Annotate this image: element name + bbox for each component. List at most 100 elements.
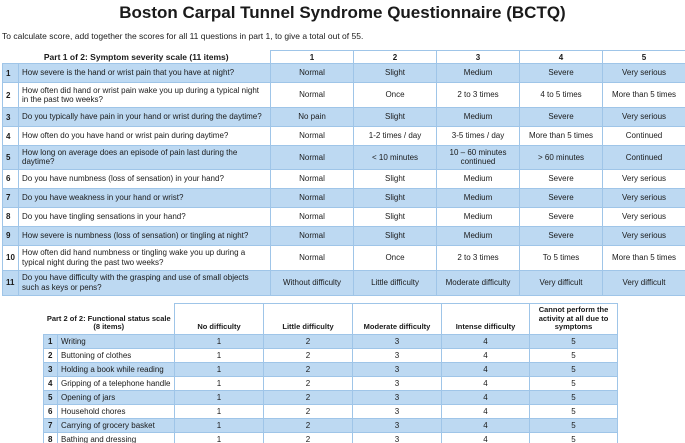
row-number: 3 bbox=[2, 107, 19, 127]
option-cell: Normal bbox=[270, 206, 355, 227]
option-cell: Without difficulty bbox=[270, 269, 355, 296]
score-cell: 2 bbox=[263, 361, 353, 377]
option-cell: Very difficult bbox=[519, 269, 604, 296]
symptom-table-row: 5 How long on average does an episode of… bbox=[2, 145, 685, 170]
part2-column-header-1: No difficulty bbox=[174, 302, 264, 335]
score-cell: 1 bbox=[174, 347, 264, 363]
row-number: 2 bbox=[2, 82, 19, 108]
row-number: 11 bbox=[2, 269, 19, 296]
option-cell: Normal bbox=[270, 82, 355, 108]
option-cell: Continued bbox=[602, 145, 685, 170]
option-cell: Moderate difficulty bbox=[436, 269, 521, 296]
row-activity: Household chores bbox=[57, 403, 175, 419]
row-number: 10 bbox=[2, 244, 19, 271]
score-cell: 3 bbox=[352, 375, 442, 391]
page-title: Boston Carpal Tunnel Syndrome Questionna… bbox=[119, 3, 566, 22]
score-cell: 3 bbox=[352, 417, 442, 433]
option-cell: 1-2 times / day bbox=[353, 126, 438, 146]
row-number: 6 bbox=[43, 403, 58, 419]
option-cell: To 5 times bbox=[519, 244, 604, 271]
option-cell: > 60 minutes bbox=[519, 145, 604, 170]
row-question: Do you typically have pain in your hand … bbox=[17, 107, 272, 127]
row-question: Do you have weakness in your hand or wri… bbox=[17, 187, 272, 208]
symptom-table-row: 8 Do you have tingling sensations in you… bbox=[2, 206, 685, 227]
part1-body: Part 1 of 2: Symptom severity scale (11 … bbox=[2, 50, 685, 296]
option-cell: Once bbox=[353, 82, 438, 108]
option-cell: Normal bbox=[270, 187, 355, 208]
option-cell: Normal bbox=[270, 63, 355, 83]
part2-header-row: Part 2 of 2: Functional status scale (8 … bbox=[43, 302, 618, 335]
option-cell: Severe bbox=[519, 206, 604, 227]
score-cell: 4 bbox=[441, 431, 530, 443]
score-cell: 2 bbox=[263, 389, 353, 405]
row-activity: Bathing and dressing bbox=[57, 431, 175, 443]
part1-header-row: Part 1 of 2: Symptom severity scale (11 … bbox=[2, 50, 685, 64]
row-number: 4 bbox=[2, 126, 19, 146]
option-cell: < 10 minutes bbox=[353, 145, 438, 170]
part2-column-header-3: Moderate difficulty bbox=[352, 302, 442, 335]
part1-column-header-4: 4 bbox=[519, 50, 604, 64]
row-question: Do you have tingling sensations in your … bbox=[17, 206, 272, 227]
row-number: 5 bbox=[43, 389, 58, 405]
score-cell: 2 bbox=[263, 347, 353, 363]
symptom-table-row: 10 How often did hand numbness or tingli… bbox=[2, 244, 685, 271]
part1-column-header-5: 5 bbox=[602, 50, 685, 64]
score-cell: 5 bbox=[529, 403, 618, 419]
option-cell: Very serious bbox=[602, 225, 685, 246]
scoring-instructions: To calculate score, add together the sco… bbox=[2, 31, 364, 41]
option-cell: Severe bbox=[519, 187, 604, 208]
score-cell: 5 bbox=[529, 333, 618, 349]
row-number: 8 bbox=[43, 431, 58, 443]
score-cell: 3 bbox=[352, 389, 442, 405]
option-cell: Normal bbox=[270, 244, 355, 271]
score-cell: 3 bbox=[352, 431, 442, 443]
option-cell: Very serious bbox=[602, 168, 685, 189]
score-cell: 4 bbox=[441, 333, 530, 349]
row-activity: Gripping of a telephone handle bbox=[57, 375, 175, 391]
row-number: 5 bbox=[2, 145, 19, 170]
row-number: 3 bbox=[43, 361, 58, 377]
symptom-table-row: 7 Do you have weakness in your hand or w… bbox=[2, 187, 685, 208]
row-question: How severe is the hand or wrist pain tha… bbox=[17, 63, 272, 83]
option-cell: More than 5 times bbox=[602, 244, 685, 271]
score-cell: 2 bbox=[263, 431, 353, 443]
row-question: Do you have numbness (loss of sensation)… bbox=[17, 168, 272, 189]
row-number: 1 bbox=[43, 333, 58, 349]
option-cell: Slight bbox=[353, 206, 438, 227]
symptom-table-row: 11 Do you have difficulty with the grasp… bbox=[2, 269, 685, 296]
option-cell: Very serious bbox=[602, 187, 685, 208]
row-question: How often did hand numbness or tingling … bbox=[17, 244, 272, 271]
row-question: How severe is numbness (loss of sensatio… bbox=[17, 225, 272, 246]
row-number: 4 bbox=[43, 375, 58, 391]
score-cell: 2 bbox=[263, 417, 353, 433]
functional-status-table: Part 2 of 2: Functional status scale (8 … bbox=[43, 302, 618, 443]
symptom-severity-table: Part 1 of 2: Symptom severity scale (11 … bbox=[2, 50, 685, 296]
option-cell: Normal bbox=[270, 145, 355, 170]
part2-column-header-5: Cannot perform the activity at all due t… bbox=[529, 302, 618, 335]
row-number: 8 bbox=[2, 206, 19, 227]
score-cell: 1 bbox=[174, 403, 264, 419]
row-question: How long on average does an episode of p… bbox=[17, 145, 272, 170]
option-cell: Slight bbox=[353, 63, 438, 83]
option-cell: More than 5 times bbox=[519, 126, 604, 146]
score-cell: 3 bbox=[352, 333, 442, 349]
score-cell: 4 bbox=[441, 403, 530, 419]
option-cell: Very serious bbox=[602, 107, 685, 127]
score-cell: 1 bbox=[174, 375, 264, 391]
score-cell: 1 bbox=[174, 417, 264, 433]
symptom-table-row: 9 How severe is numbness (loss of sensat… bbox=[2, 225, 685, 246]
row-question: Do you have difficulty with the grasping… bbox=[17, 269, 272, 296]
score-cell: 5 bbox=[529, 375, 618, 391]
score-cell: 4 bbox=[441, 347, 530, 363]
option-cell: More than 5 times bbox=[602, 82, 685, 108]
option-cell: Very serious bbox=[602, 63, 685, 83]
score-cell: 4 bbox=[441, 361, 530, 377]
part1-column-header-1: 1 bbox=[270, 50, 355, 64]
score-cell: 4 bbox=[441, 417, 530, 433]
option-cell: Normal bbox=[270, 225, 355, 246]
